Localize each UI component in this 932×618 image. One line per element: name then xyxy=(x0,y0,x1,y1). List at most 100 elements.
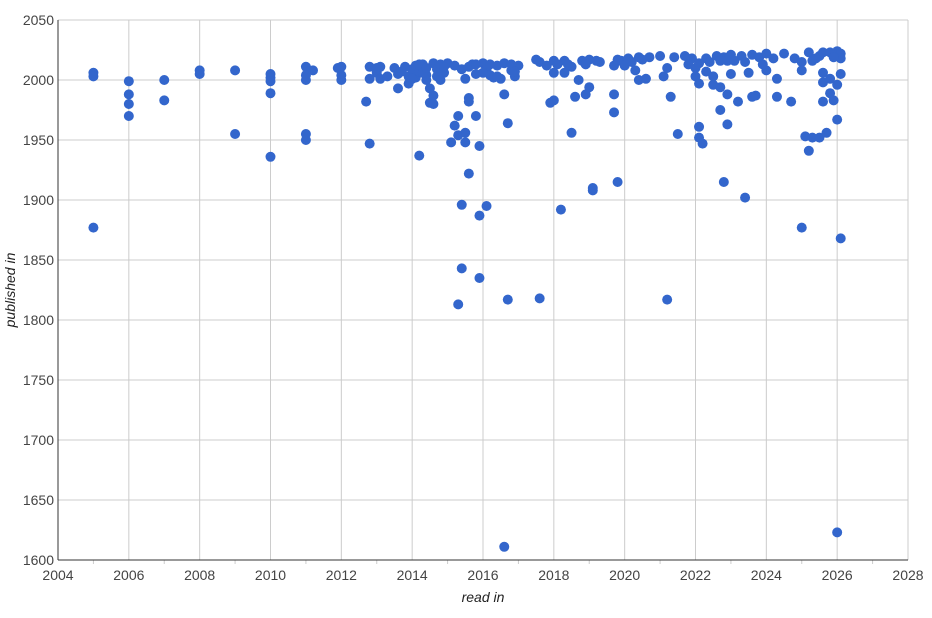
data-point xyxy=(740,57,751,67)
y-tick-label: 1750 xyxy=(23,372,54,388)
data-point xyxy=(485,59,496,70)
data-point xyxy=(701,66,712,77)
y-tick-label: 1600 xyxy=(23,552,54,568)
data-point xyxy=(566,127,577,138)
data-point xyxy=(612,177,623,187)
data-point xyxy=(531,54,542,65)
data-point xyxy=(584,82,595,93)
data-point xyxy=(428,99,439,109)
data-point xyxy=(414,150,425,161)
data-point xyxy=(499,89,510,100)
data-point xyxy=(470,111,481,121)
data-point xyxy=(499,541,510,552)
data-point xyxy=(832,114,843,125)
data-point xyxy=(123,111,134,121)
data-point xyxy=(463,96,474,107)
data-point xyxy=(761,48,772,59)
y-tick-label: 1650 xyxy=(23,492,54,508)
data-point xyxy=(555,204,566,215)
x-tick-label: 2024 xyxy=(751,567,782,583)
data-point xyxy=(481,201,492,211)
data-point xyxy=(768,53,779,64)
data-point xyxy=(835,233,846,244)
data-point xyxy=(382,71,393,82)
data-point xyxy=(573,75,584,85)
axes xyxy=(57,20,908,564)
data-point xyxy=(832,527,843,538)
x-tick-label: 2026 xyxy=(822,567,853,583)
x-tick-label: 2016 xyxy=(467,567,498,583)
data-point xyxy=(460,127,471,138)
data-point xyxy=(715,105,726,115)
data-point xyxy=(786,96,797,107)
data-point xyxy=(364,138,375,149)
data-point xyxy=(453,299,464,310)
y-tick-label: 1800 xyxy=(23,312,54,328)
data-point xyxy=(492,71,503,82)
y-tick-label: 1850 xyxy=(23,252,54,268)
data-point xyxy=(757,59,768,70)
data-point xyxy=(308,65,318,76)
x-tick-label: 2020 xyxy=(609,567,640,583)
data-point xyxy=(818,96,828,107)
data-point xyxy=(810,53,821,64)
data-point xyxy=(393,83,403,94)
data-point xyxy=(694,121,705,132)
data-point xyxy=(750,90,761,101)
data-point xyxy=(796,57,807,67)
data-point xyxy=(428,90,439,101)
data-point xyxy=(563,59,573,70)
data-point xyxy=(580,59,591,70)
data-point xyxy=(821,127,832,138)
data-point xyxy=(265,88,276,99)
tick-labels: 2004 2006 2008 2010 2012 2014 2016 2018 2020 2022… xyxy=(23,12,924,583)
data-point xyxy=(470,59,481,70)
data-point xyxy=(552,59,563,70)
data-point xyxy=(818,67,828,78)
data-point xyxy=(683,59,694,70)
data-point xyxy=(502,118,513,129)
data-point xyxy=(502,294,513,305)
data-point xyxy=(548,67,559,78)
data-point xyxy=(123,89,134,100)
x-tick-label: 2008 xyxy=(184,567,215,583)
data-point xyxy=(265,76,276,87)
x-tick-label: 2022 xyxy=(680,567,711,583)
data-point xyxy=(832,79,843,90)
x-tick-label: 2006 xyxy=(113,567,144,583)
data-point xyxy=(456,199,467,210)
data-point xyxy=(718,177,729,187)
data-point xyxy=(230,129,241,139)
data-point xyxy=(835,69,846,79)
x-tick-label: 2004 xyxy=(42,567,73,583)
data-point xyxy=(640,73,651,84)
data-point xyxy=(435,75,446,85)
data-point xyxy=(230,65,241,76)
data-point xyxy=(796,222,807,233)
data-point xyxy=(665,91,676,102)
data-point xyxy=(828,95,839,106)
data-point xyxy=(88,222,99,233)
x-tick-label: 2018 xyxy=(538,567,569,583)
data-point xyxy=(559,67,570,78)
data-point xyxy=(265,151,276,162)
x-tick-label: 2012 xyxy=(326,567,357,583)
data-point xyxy=(722,55,733,66)
data-point xyxy=(814,132,825,143)
data-point xyxy=(733,96,743,107)
data-point xyxy=(672,129,683,139)
data-point xyxy=(396,66,407,77)
data-point xyxy=(609,89,620,100)
data-point xyxy=(722,89,733,100)
data-point xyxy=(594,57,605,67)
data-point xyxy=(626,57,637,67)
data-point xyxy=(474,210,485,221)
data-point xyxy=(194,69,205,79)
data-point xyxy=(708,71,719,82)
data-point xyxy=(460,137,471,148)
x-tick-label: 2010 xyxy=(255,567,286,583)
data-point xyxy=(715,55,726,66)
data-point xyxy=(300,75,311,85)
data-point xyxy=(662,63,673,73)
